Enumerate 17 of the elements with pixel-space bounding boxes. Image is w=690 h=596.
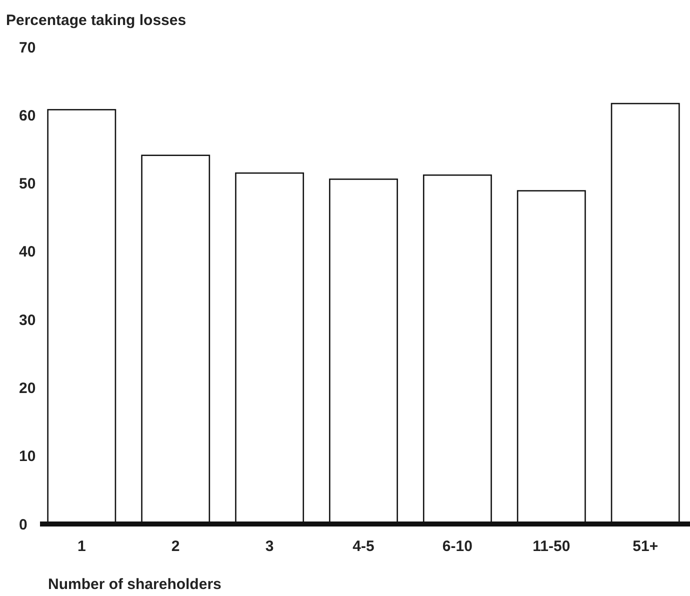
y-tick-label: 60: [19, 107, 36, 124]
x-tick-label: 11-50: [532, 538, 570, 555]
y-tick-label: 10: [19, 448, 36, 466]
y-tick-label: 50: [19, 176, 36, 193]
x-tick-label: 2: [171, 538, 180, 555]
x-tick-label: 6-10: [442, 538, 472, 555]
y-tick-label: 0: [19, 516, 28, 534]
x-tick-label: 1: [77, 538, 86, 555]
y-tick-label: 30: [19, 312, 36, 329]
y-tick-label: 40: [19, 244, 36, 261]
x-axis-title: Number of shareholders: [48, 576, 222, 593]
chart-title: Percentage taking losses: [6, 12, 186, 29]
x-tick-label: 3: [265, 538, 274, 555]
x-tick-label: 51+: [632, 538, 658, 555]
x-tick-label: 4-5: [352, 538, 374, 555]
y-tick-label: 70: [19, 39, 36, 56]
y-tick-label: 20: [19, 380, 36, 397]
